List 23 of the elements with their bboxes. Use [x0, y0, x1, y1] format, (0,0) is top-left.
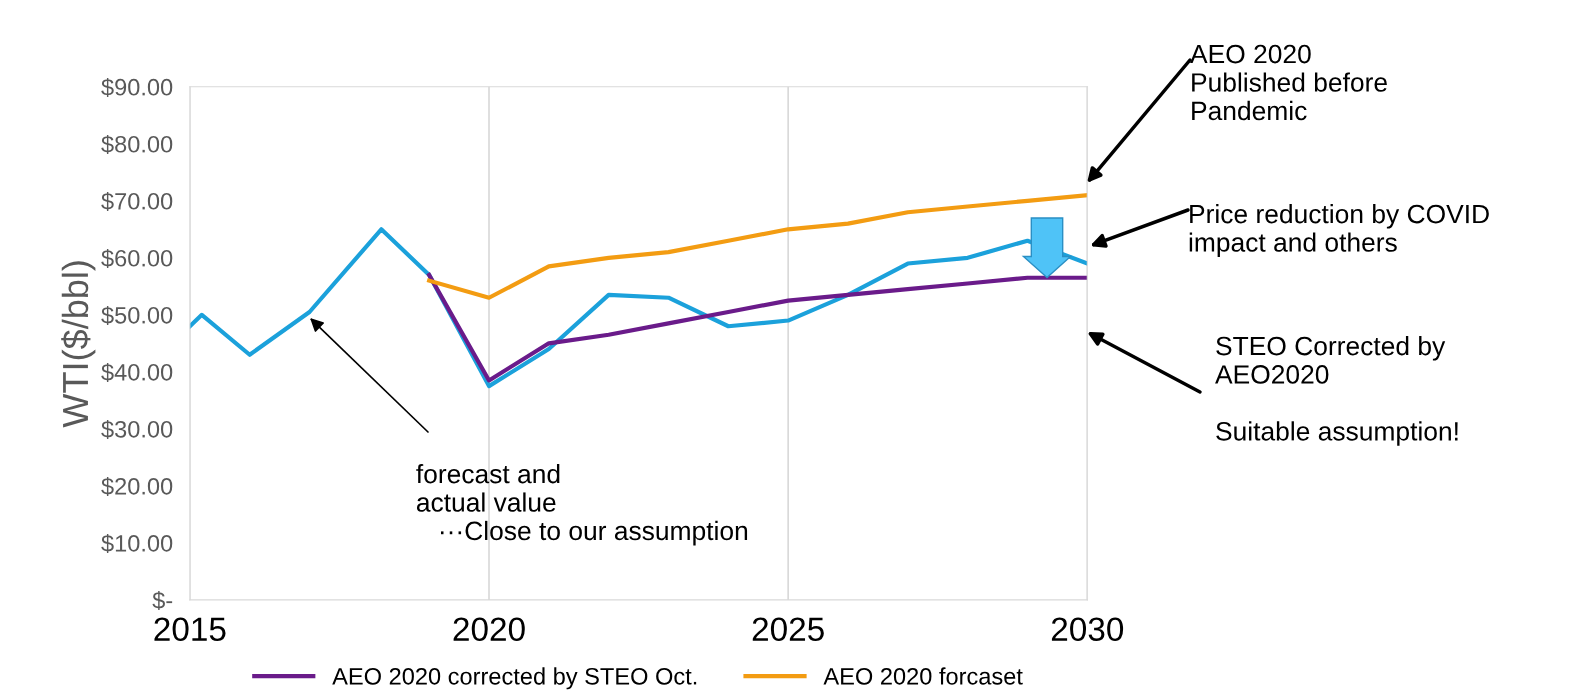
x-tick-label: 2020: [453, 617, 525, 642]
y-tick-label: $70.00: [101, 191, 173, 212]
text: STEO Corrected by AEO2020 Suitable assumption!: [1215, 336, 1458, 446]
line-series: [427, 193, 1088, 300]
y-tick-label: $60.00: [101, 248, 173, 269]
y-tick-label: $90.00: [101, 77, 173, 97]
text: AEO 2020 Published before Pandemic: [1190, 44, 1387, 121]
y-axis-title: WTI($/bbl): [61, 261, 96, 428]
x-tick-label: 2025: [752, 617, 824, 642]
x-tick-label: 2015: [154, 617, 226, 642]
y-tick-label: $50.00: [101, 305, 173, 326]
y-tick-label: $40.00: [101, 362, 173, 383]
line-series: [427, 272, 1088, 383]
text: Price reduction by COVID impact and others: [1189, 204, 1489, 258]
y-tick-label: $20.00: [101, 476, 173, 497]
y-tick-label: $80.00: [101, 134, 173, 154]
x-tick-label: 2030: [1051, 617, 1124, 642]
y-tick-label: $30.00: [101, 419, 173, 440]
legend-label: AEO 2020 corrected by STEO Oct.: [332, 667, 697, 690]
annotation: forecast and actual value ···Close to our assumption: [416, 464, 748, 546]
y-tick-label: $10.00: [101, 533, 173, 554]
legend-label: AEO 2020 forcaset: [823, 667, 1023, 685]
y-tick-label: $-: [152, 590, 173, 611]
